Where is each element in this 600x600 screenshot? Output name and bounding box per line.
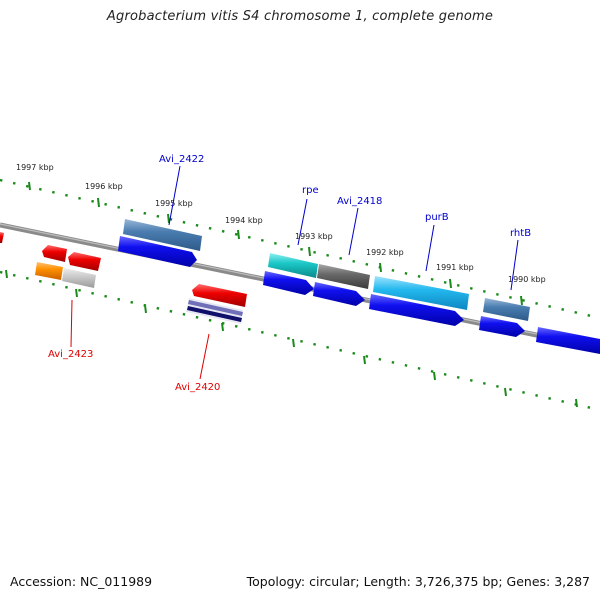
kbp-label: 1991 kbp [436,263,474,272]
kbp-label: 1990 kbp [508,275,546,284]
outer-tick-ring [0,178,600,320]
kbp-label: 1995 kbp [155,199,193,208]
gene-label-avi-2420: Avi_2420 [175,382,220,393]
gene-rpe[interactable] [263,253,318,295]
accession-text: Accession: NC_011989 [10,574,153,589]
gene-cds-right[interactable] [536,327,600,354]
gene-label-avi-2423: Avi_2423 [48,349,93,360]
kbp-label: 1996 kbp [85,182,123,191]
map-title: Agrobacterium vitis S4 chromosome 1, com… [106,9,494,24]
outer-major-ticks [28,181,523,306]
gene-purb[interactable] [369,276,469,326]
gene-label-avi-2418: Avi_2418 [337,196,382,207]
inner-major-ticks [5,269,578,408]
kbp-label: 1993 kbp [295,232,333,241]
gene-label-avi-2422: Avi_2422 [159,154,204,165]
gene-label-rhtb: rhtB [510,228,531,239]
gene-label-rpe: rpe [302,185,319,196]
kbp-label: 1994 kbp [225,216,263,225]
gene-rhtb[interactable] [479,298,530,337]
label-leaders [70,165,519,380]
gene-avi-2418[interactable] [313,264,370,306]
kbp-label: 1997 kbp [16,163,54,172]
kbp-label: 1992 kbp [366,248,404,257]
gene-left-edge[interactable] [0,232,4,243]
gene-avi-2423[interactable] [35,245,101,288]
topology-text: Topology: circular; Length: 3,726,375 bp… [246,574,590,589]
gene-avi-2422[interactable] [118,219,202,267]
gene-avi-2420[interactable] [186,284,247,324]
gene-label-purb: purB [425,212,449,223]
